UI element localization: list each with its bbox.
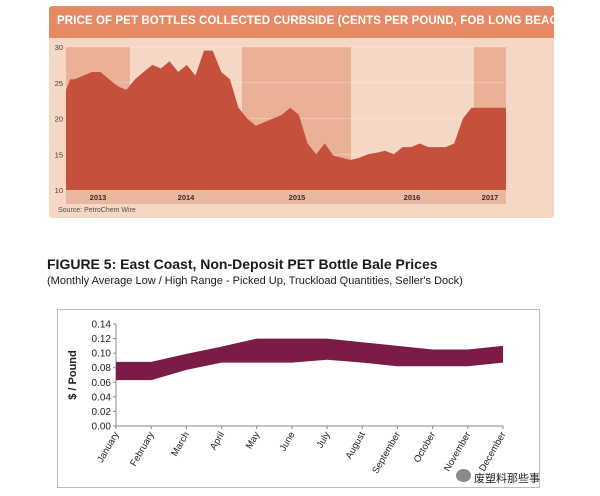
wechat-icon <box>456 469 471 482</box>
top-ytick-label: 15 <box>55 150 63 159</box>
bottom-price-band <box>116 338 503 381</box>
bottom-xtick-label: April <box>208 430 227 452</box>
top-area-series <box>66 50 506 190</box>
bottom-ytick-label: 0.14 <box>92 320 112 331</box>
bottom-xtick-label: September <box>370 430 403 476</box>
figure-subtitle: (Monthly Average Low / High Range - Pick… <box>47 275 463 287</box>
top-xtick-label: 2013 <box>90 193 107 202</box>
bottom-ytick-label: 0.02 <box>92 407 112 418</box>
bottom-xtick-label: July <box>315 430 333 450</box>
bottom-xtick-label: October <box>412 430 438 465</box>
top-chart-title: PRICE OF PET BOTTLES COLLECTED CURBSIDE … <box>57 15 594 27</box>
bottom-ytick-label: 0.00 <box>92 422 112 433</box>
top-ytick-label: 30 <box>55 43 63 52</box>
top-xtick-label: 2015 <box>289 193 306 202</box>
top-chart-title-bar <box>49 6 554 38</box>
top-xaxis-strip <box>66 190 506 204</box>
bottom-xtick-label: January <box>95 430 122 465</box>
top-ytick-label: 25 <box>55 79 63 88</box>
bottom-ylabel: $ / Pound <box>67 350 79 400</box>
bottom-ytick-label: 0.06 <box>92 378 112 389</box>
bottom-ytick-label: 0.04 <box>92 392 112 403</box>
bottom-xtick-label: August <box>344 430 368 461</box>
top-xtick-label: 2017 <box>482 193 499 202</box>
bottom-xtick-label: February <box>128 430 157 469</box>
bottom-xtick-label: March <box>169 430 192 458</box>
bottom-xtick-label: May <box>244 430 263 451</box>
top-xtick-label: 2016 <box>404 193 421 202</box>
top-ytick-label: 20 <box>55 115 63 124</box>
bottom-xtick-label: November <box>442 430 473 473</box>
top-xtick-label: 2014 <box>178 193 196 202</box>
bottom-xtick-label: December <box>477 430 508 473</box>
figure-title: FIGURE 5: East Coast, Non-Deposit PET Bo… <box>47 256 438 272</box>
bottom-xtick-label: June <box>278 430 298 453</box>
bottom-ytick-label: 0.08 <box>92 363 112 374</box>
top-ytick-label: 10 <box>55 186 63 195</box>
top-chart-source: Source: PetroChem Wire <box>58 207 136 214</box>
watermark-text: 废塑料那些事 <box>474 473 540 485</box>
bottom-ytick-label: 0.12 <box>92 334 112 345</box>
bottom-ytick-label: 0.10 <box>92 349 112 360</box>
